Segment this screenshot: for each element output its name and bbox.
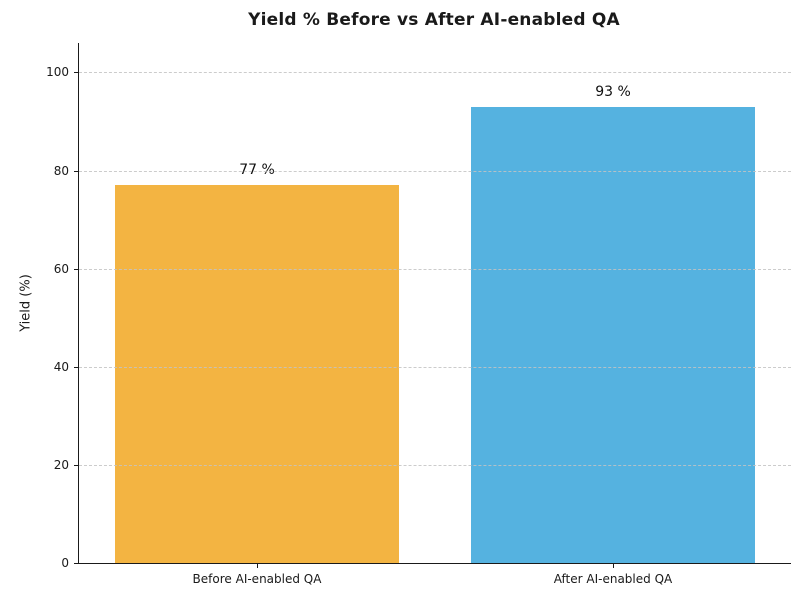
ticks-layer: 0 20 40 60 80 100 Before AI-enabled QA After AI… [46,43,791,586]
plot-area: 77 % 93 % 0 20 40 60 80 100 Before AI-enabled Q… [46,43,791,586]
y-tick-mark [74,464,79,466]
y-tick-label: 60 [53,261,69,276]
y-tick-mark [74,72,79,74]
grid-line [79,72,791,74]
y-axis-label: Yield (%) [18,274,34,332]
bar-value-label: 93 % [595,83,631,100]
chart-title: Yield % Before vs After AI-enabled QA [248,10,620,30]
bar [470,106,756,563]
grid-line [79,170,791,172]
y-tick-label: 80 [53,163,69,178]
y-tick-mark [74,366,79,368]
x-tick-mark [613,563,614,568]
y-tick-mark [74,268,79,270]
y-tick-label: 20 [53,457,69,472]
bars-layer: 77 % 93 % [79,43,791,563]
bar-value-label: 77 % [239,162,275,179]
y-tick-label: 40 [53,359,69,374]
y-tick-mark [74,563,79,564]
x-tick-mark [257,563,258,568]
grid-line [79,464,791,466]
bar [114,185,400,563]
grid-layer [79,43,791,563]
x-tick-label: After AI-enabled QA [553,572,673,586]
x-tick-label: Before AI-enabled QA [192,572,322,586]
grid-line [79,366,791,368]
y-tick-mark [74,170,79,172]
y-tick-label: 100 [46,65,69,80]
grid-line [79,268,791,270]
y-tick-label: 0 [61,556,69,570]
